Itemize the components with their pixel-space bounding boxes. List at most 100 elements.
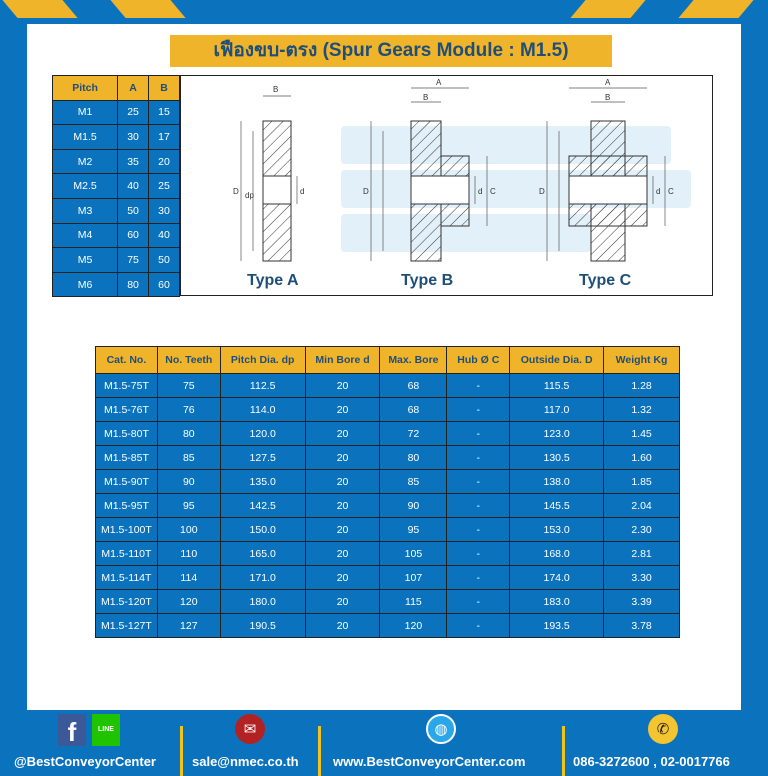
table-cell: 123.0: [509, 421, 605, 446]
table-row: M1.5 30 17: [51, 124, 180, 150]
table-row: M1.5-90T 90 135.0 20 85-138.0 1.85: [95, 469, 680, 494]
table-cell: M1.5-76T: [95, 397, 158, 422]
table-row: M1.5-100T 100 150.0 20 95-153.0 2.30: [95, 517, 680, 542]
phone-number[interactable]: 086-3272600 , 02-0017766: [573, 754, 730, 769]
table-cell: -: [446, 469, 511, 494]
column-header: Outside Dia. D: [509, 346, 605, 374]
table-cell: 120: [379, 613, 448, 638]
table-cell: 120.0: [219, 421, 306, 446]
label-b-a: B: [273, 85, 278, 94]
table-cell: M1.5-95T: [95, 493, 158, 518]
table-cell: 110: [156, 541, 221, 566]
table-cell: 171.0: [219, 565, 306, 590]
type-c-drawing: [568, 120, 648, 262]
table-cell: -: [446, 445, 511, 470]
table-cell: M1.5-80T: [95, 421, 158, 446]
email-link[interactable]: sale@nmec.co.th: [192, 754, 299, 769]
table-cell: 20: [304, 421, 381, 446]
table-cell: 20: [304, 493, 381, 518]
table-row: M5 75 50: [51, 247, 180, 273]
table-cell: M1.5-114T: [95, 565, 158, 590]
decor-stripe: [678, 0, 754, 18]
table-row: M1.5-127T 127 190.5 20 120-193.5 3.78: [95, 613, 680, 638]
table-row: M1.5-85T 85 127.5 20 80-130.5 1.60: [95, 445, 680, 470]
table-cell: 95: [156, 493, 221, 518]
table-cell: 17: [148, 124, 180, 150]
label-a-c: A: [605, 78, 611, 87]
type-a-drawing: [262, 120, 292, 262]
divider: [562, 726, 565, 776]
footer: f LINE @BestConveyorCenter ✉ sale@nmec.c…: [0, 712, 768, 776]
gear-drawings: B D dp d A B D d C A B D d C: [233, 78, 691, 262]
email-icon[interactable]: ✉: [235, 714, 265, 744]
table-cell: M4: [51, 222, 119, 249]
label-d-a: D: [233, 187, 239, 196]
social-handle[interactable]: @BestConveyorCenter: [14, 754, 156, 769]
table-cell: 15: [148, 99, 180, 126]
table-cell: 174.0: [509, 565, 605, 590]
table-cell: -: [446, 421, 511, 446]
table-cell: -: [446, 397, 511, 422]
label-b-b: B: [423, 93, 428, 102]
table-cell: M1.5: [51, 124, 119, 150]
column-header: Pitch: [51, 75, 119, 101]
table-cell: 95: [379, 517, 448, 542]
decor-stripe: [2, 0, 78, 18]
table-cell: 2.04: [603, 493, 680, 518]
phone-icon[interactable]: ✆: [648, 714, 678, 744]
column-header: Hub Ø C: [446, 346, 511, 374]
table-cell: 112.5: [219, 373, 306, 398]
table-row: M1.5-80T 80 120.0 20 72-123.0 1.45: [95, 421, 680, 446]
table-cell: 20: [304, 613, 381, 638]
table-cell: 153.0: [509, 517, 605, 542]
table-cell: 3.78: [603, 613, 680, 638]
table-cell: M1.5-100T: [95, 517, 158, 542]
globe-icon[interactable]: ◍: [426, 714, 456, 744]
table-cell: -: [446, 589, 511, 614]
page-title: เฟืองขบ-ตรง (Spur Gears Module : M1.5): [170, 35, 612, 67]
table-cell: 75: [156, 373, 221, 398]
label-bore-a: d: [300, 187, 304, 196]
table-cell: 117.0: [509, 397, 605, 422]
table-cell: 20: [148, 148, 180, 175]
table-row: M2 35 20: [51, 148, 180, 175]
table-cell: 100: [156, 517, 221, 542]
table-cell: M2.5: [51, 173, 119, 199]
table-cell: 20: [304, 373, 381, 398]
decor-stripe: [110, 0, 186, 18]
line-icon[interactable]: LINE: [92, 714, 120, 746]
table-cell: 30: [117, 124, 150, 150]
table-cell: 20: [304, 565, 381, 590]
table-cell: 72: [379, 421, 448, 446]
table-cell: 76: [156, 397, 221, 422]
column-header: Pitch Dia. dp: [219, 346, 306, 374]
table-cell: 50: [117, 197, 150, 224]
table-cell: 80: [156, 421, 221, 446]
table-cell: 168.0: [509, 541, 605, 566]
type-c-label: Type C: [579, 272, 632, 289]
website-link[interactable]: www.BestConveyorCenter.com: [333, 754, 526, 769]
decor-stripe: [570, 0, 646, 18]
table-cell: 114.0: [219, 397, 306, 422]
facebook-icon[interactable]: f: [58, 714, 86, 747]
divider: [180, 726, 183, 776]
table-cell: 40: [148, 222, 180, 249]
table-cell: 1.45: [603, 421, 680, 446]
table-cell: 60: [117, 222, 150, 249]
type-b-drawing: [410, 120, 470, 262]
table-cell: 80: [379, 445, 448, 470]
table-cell: 130.5: [509, 445, 605, 470]
table-cell: 180.0: [219, 589, 306, 614]
table-cell: 80: [117, 271, 150, 298]
table-cell: 1.28: [603, 373, 680, 398]
table-row: M6 80 60: [51, 271, 180, 298]
table-cell: 40: [117, 173, 150, 199]
label-bore-c: d: [656, 187, 660, 196]
table-cell: 190.5: [219, 613, 306, 638]
table-cell: 193.5: [509, 613, 605, 638]
table-cell: M1.5-75T: [95, 373, 158, 398]
table-cell: -: [446, 493, 511, 518]
table-cell: M1: [51, 99, 119, 126]
table-cell: 85: [379, 469, 448, 494]
table-cell: 20: [304, 517, 381, 542]
